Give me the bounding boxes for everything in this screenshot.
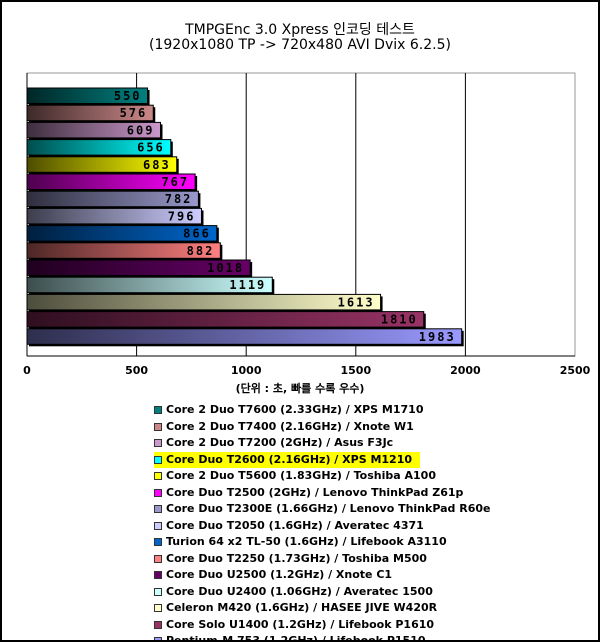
bar	[26, 293, 382, 311]
legend-swatch	[154, 488, 162, 497]
legend-swatch	[154, 554, 162, 563]
legend-swatch	[154, 538, 162, 546]
legend-item: Core Duo T2300E (1.66GHz) / Lenovo Think…	[154, 501, 498, 518]
legend-label: Core 2 Duo T7400 (2.16GHz) / Xnote W1	[166, 419, 414, 433]
legend-item: Core 2 Duo T5600 (1.83GHz) / Toshiba A10…	[154, 468, 444, 485]
data-label: 1983	[419, 330, 456, 344]
legend-item: Core Duo T2600 (2.16GHz) / XPS M1210	[154, 451, 421, 468]
bar	[26, 87, 149, 104]
legend-swatch	[154, 422, 162, 431]
x-tick-label: 2500	[560, 364, 591, 377]
legend-swatch	[154, 505, 162, 513]
legend-swatch	[154, 406, 162, 414]
legend-item: Core 2 Duo T7200 (2GHz) / Asus F3Jc	[154, 435, 401, 452]
data-label: 1018	[207, 261, 244, 275]
x-tick-label: 2000	[450, 364, 481, 377]
legend-label: Core 2 Duo T7200 (2GHz) / Asus F3Jc	[166, 436, 394, 449]
data-label: 866	[183, 227, 211, 241]
legend-swatch	[154, 587, 162, 596]
bar	[26, 259, 251, 276]
legend-item: Core 2 Duo T7400 (2.16GHz) / Xnote W1	[154, 419, 422, 436]
data-label: 656	[137, 141, 165, 155]
legend-label: Core Duo U2500 (1.2GHz) / Xnote C1	[166, 568, 393, 581]
x-axis-label: (단위 : 초, 빠를 수록 우수)	[235, 382, 365, 395]
legend-swatch	[154, 521, 162, 530]
legend-item: Core Duo T2250 (1.73GHz) / Toshiba M500	[154, 551, 435, 568]
legend-item: Celeron M420 (1.6GHz) / HASEE JIVE W420R	[154, 600, 445, 617]
bar	[26, 121, 161, 139]
bar	[26, 207, 202, 225]
data-label: 576	[120, 106, 148, 120]
bar	[26, 104, 154, 122]
legend-label: Turion 64 x2 TL-50 (1.6GHz) / Lifebook A…	[166, 535, 447, 548]
data-label: 1810	[381, 313, 418, 327]
legend-item: Core Duo U2500 (1.2GHz) / Xnote C1	[154, 567, 400, 584]
chart-subtitle: (1920x1080 TP -> 720x480 AVI Dvix 6.2.5)	[149, 37, 451, 53]
legend: Core 2 Duo T7600 (2.33GHz) / XPS M1710 Co…	[154, 402, 498, 642]
legend-item: Core Duo T2500 (2GHz) / Lenovo ThinkPad …	[154, 485, 471, 502]
data-label: 683	[143, 158, 171, 172]
bar	[26, 139, 172, 156]
bar	[26, 156, 178, 173]
legend-label: Core 2 Duo T7600 (2.33GHz) / XPS M1710	[166, 403, 424, 416]
data-label: 782	[165, 192, 193, 206]
bar	[26, 276, 273, 294]
data-label: 882	[187, 244, 215, 258]
legend-swatch	[154, 472, 162, 480]
bar	[26, 173, 196, 190]
legend-label: Pentium-M 753 (1.2GHz) / Lifebook P1510	[166, 634, 426, 642]
x-tick-label: 1500	[340, 364, 371, 377]
legend-item: Turion 64 x2 TL-50 (1.6GHz) / Lifebook A…	[154, 534, 455, 551]
data-label: 609	[127, 123, 155, 137]
legend-label: Core Duo T2050 (1.6GHz) / Averatec 4371	[166, 518, 424, 532]
legend-label: Core Solo U1400 (1.2GHz) / Lifebook P161…	[166, 617, 435, 631]
legend-swatch	[154, 620, 162, 629]
legend-item: Core 2 Duo T7600 (2.33GHz) / XPS M1710	[154, 402, 432, 419]
bar	[26, 328, 463, 345]
legend-label: Core 2 Duo T5600 (1.83GHz) / Toshiba A10…	[166, 469, 436, 482]
legend-label: Core Duo T2600 (2.16GHz) / XPS M1210	[166, 452, 413, 466]
data-label: 767	[161, 175, 189, 189]
legend-swatch	[154, 455, 162, 464]
chart-title: TMPGEnc 3.0 Xpress 인코딩 테스트	[185, 22, 415, 38]
data-label: 1119	[229, 278, 266, 292]
legend-item: Core Duo U2400 (1.06GHz) / Averatec 1500	[154, 584, 441, 601]
legend-label: Celeron M420 (1.6GHz) / HASEE JIVE W420R	[166, 601, 438, 614]
legend-label: Core Duo T2250 (1.73GHz) / Toshiba M500	[166, 551, 427, 565]
legend-label: Core Duo T2300E (1.66GHz) / Lenovo Think…	[166, 502, 491, 515]
legend-item: Core Solo U1400 (1.2GHz) / Lifebook P161…	[154, 617, 442, 634]
data-label: 796	[168, 209, 196, 223]
x-tick-label: 500	[125, 364, 148, 377]
bar	[26, 311, 425, 328]
legend-item: Core Duo T2050 (1.6GHz) / Averatec 4371	[154, 518, 432, 535]
bar	[26, 190, 199, 208]
legend-swatch	[154, 571, 162, 579]
legend-swatch	[154, 439, 162, 447]
legend-label: Core Duo U2400 (1.06GHz) / Averatec 1500	[166, 584, 433, 598]
data-label: 550	[114, 89, 142, 103]
legend-swatch	[154, 637, 162, 640]
bar-chart: 0 500 1000 1500 2000 2500 550 576 609 656 683 767 78…	[23, 72, 591, 377]
bar	[26, 242, 221, 259]
legend-swatch	[154, 604, 162, 612]
bar	[26, 225, 218, 242]
x-tick-label: 0	[23, 364, 31, 377]
data-label: 1613	[338, 295, 375, 309]
legend-label: Core Duo T2500 (2GHz) / Lenovo ThinkPad …	[166, 485, 464, 499]
legend-item: Pentium-M 753 (1.2GHz) / Lifebook P1510	[154, 633, 434, 642]
x-tick-label: 1000	[231, 364, 262, 377]
